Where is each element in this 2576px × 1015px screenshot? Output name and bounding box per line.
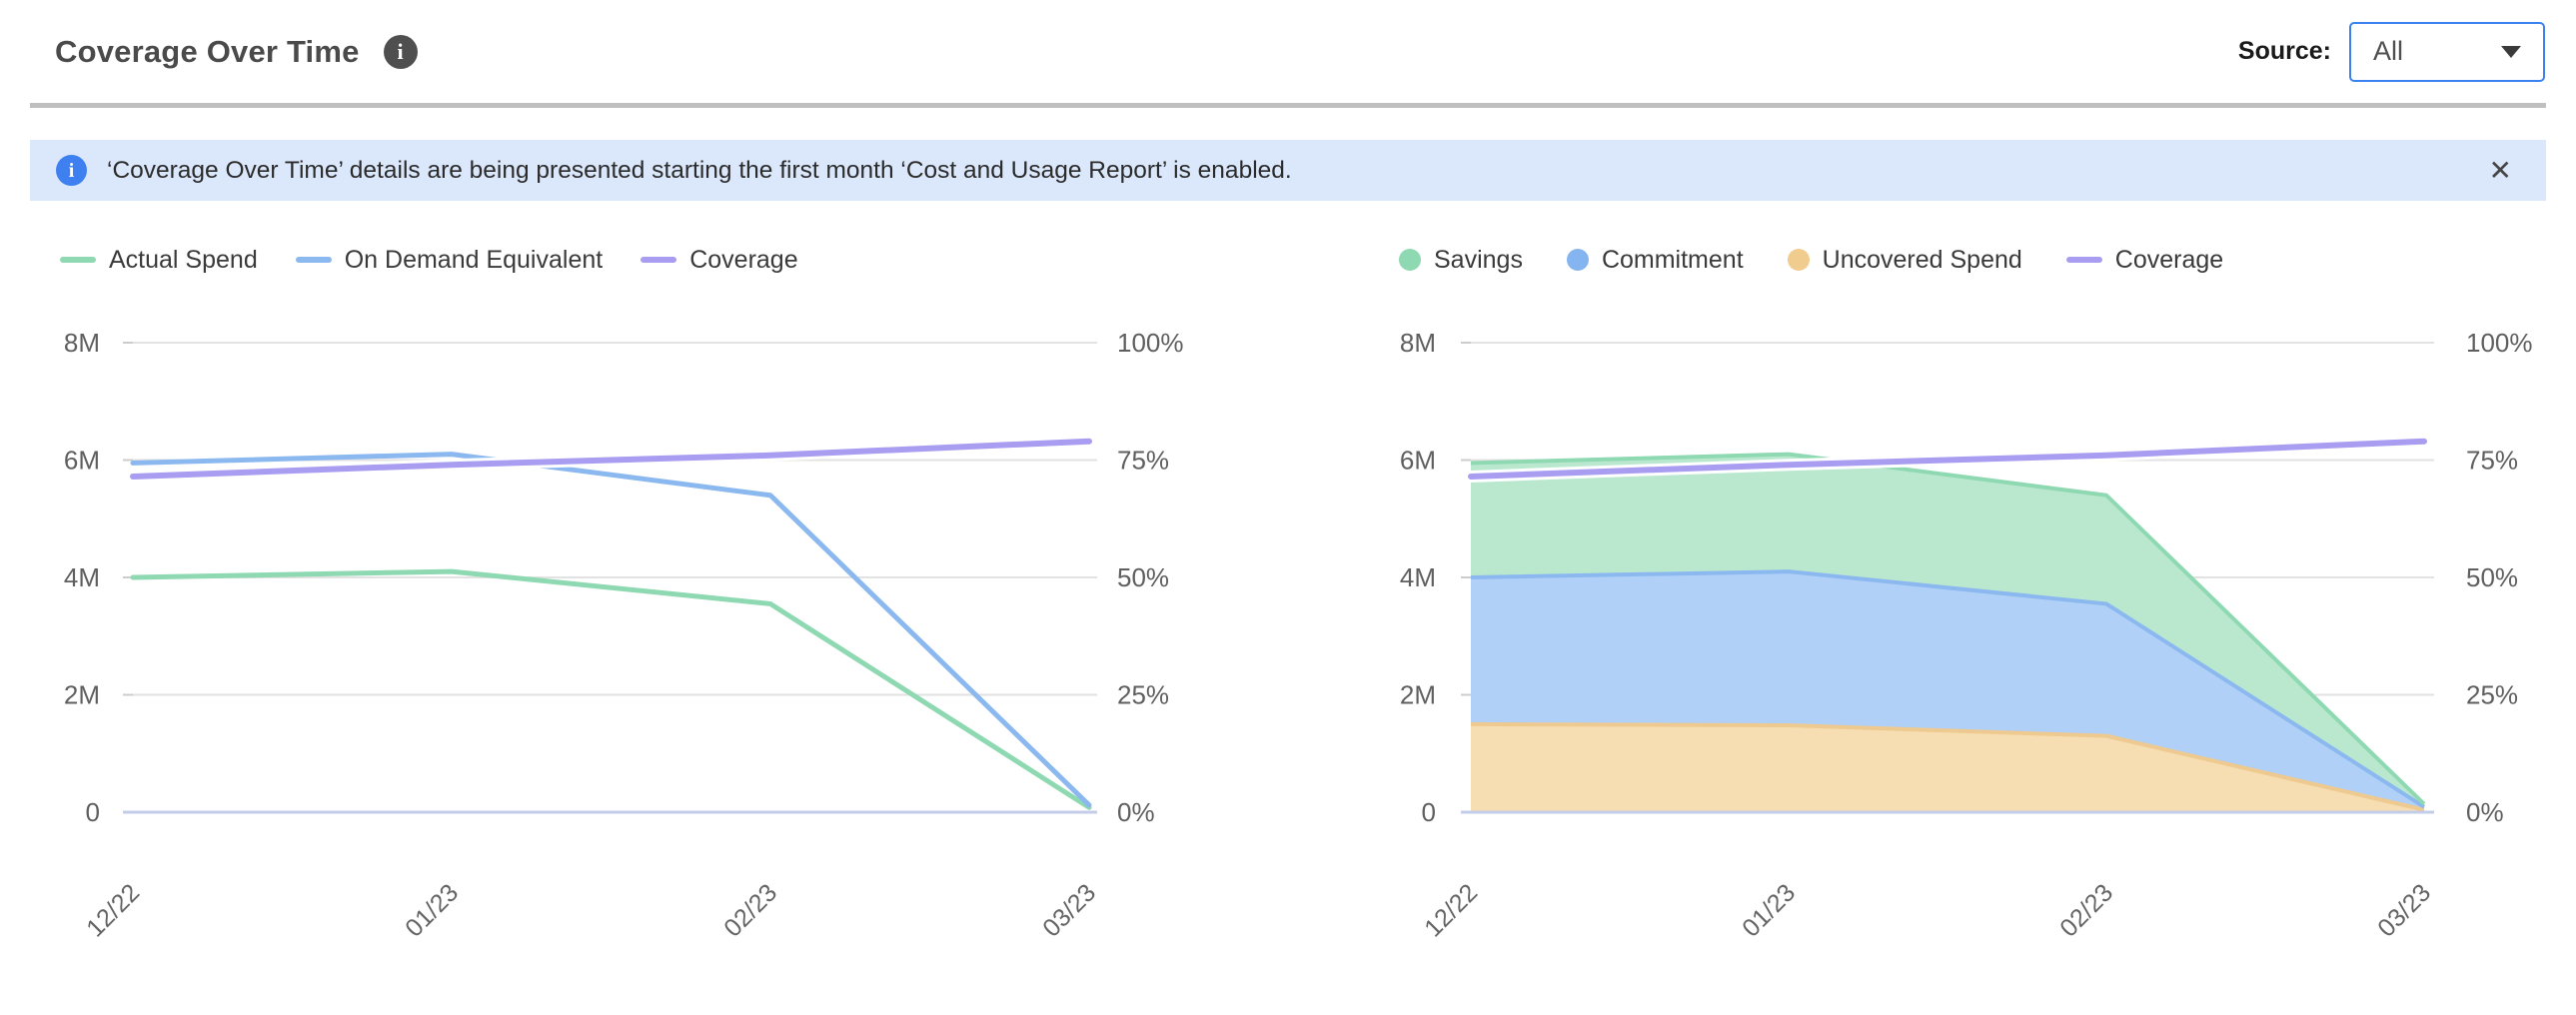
uncovered-spend-dot-icon bbox=[1787, 249, 1810, 271]
legend-item-coverage[interactable]: Coverage bbox=[2065, 245, 2224, 275]
source-label: Source: bbox=[2237, 37, 2331, 65]
x-axis-label: 02/23 bbox=[718, 878, 782, 942]
y-axis-label-right: 100% bbox=[2466, 328, 2533, 358]
x-axis-label: 01/23 bbox=[400, 878, 464, 942]
area-edge bbox=[1470, 721, 2425, 812]
banner-close-icon[interactable]: ✕ bbox=[2488, 154, 2512, 186]
legend-item-savings[interactable]: Savings bbox=[1399, 246, 1523, 275]
legend-label: Savings bbox=[1434, 245, 1523, 274]
y-axis-label-right: 100% bbox=[1117, 328, 1184, 358]
y-axis-label-right: 75% bbox=[2466, 446, 2518, 476]
y-axis-label-left: 6M bbox=[1400, 446, 1436, 476]
legend-item-on-demand-equivalent[interactable]: On Demand Equivalent bbox=[295, 245, 604, 275]
coverage-line-icon bbox=[641, 257, 677, 263]
x-axis-label: 01/23 bbox=[1737, 878, 1801, 942]
y-axis-label-right: 50% bbox=[2466, 562, 2518, 592]
y-axis-label-right: 0% bbox=[2466, 797, 2504, 827]
y-axis-label-left: 8M bbox=[64, 328, 100, 358]
y-axis-label-left: 2M bbox=[1400, 680, 1436, 710]
y-axis-label-right: 50% bbox=[1117, 562, 1169, 592]
x-axis-label: 02/23 bbox=[2054, 878, 2118, 942]
y-axis-label-left: 8M bbox=[1400, 328, 1436, 358]
legend-label: On Demand Equivalent bbox=[344, 245, 604, 274]
line-chart-spend-vs-coverage[interactable]: 8M 100% 6M 75% 4M 50% 2M 25% 0 0% 12/22 01/23 02/23 0… bbox=[0, 300, 1289, 1015]
y-axis-label-right: 25% bbox=[2466, 680, 2518, 710]
legend-label: Actual Spend bbox=[109, 245, 258, 274]
y-axis-label-right: 25% bbox=[1117, 680, 1169, 710]
y-axis-label-left: 4M bbox=[1400, 562, 1436, 592]
panel-header: Coverage Over Time i Source: All bbox=[0, 0, 2576, 103]
legend-item-commitment[interactable]: Commitment bbox=[1566, 245, 1744, 275]
legend-left-chart: Actual Spend On Demand Equivalent Coverage bbox=[60, 238, 798, 282]
y-axis-label-left: 2M bbox=[64, 680, 100, 710]
legend-item-uncovered-spend[interactable]: Uncovered Spend bbox=[1787, 245, 2022, 275]
area-uncovered-spend bbox=[1471, 723, 2424, 812]
area-savings bbox=[1471, 454, 2424, 807]
y-axis-label-left: 4M bbox=[64, 562, 100, 592]
info-icon[interactable]: i bbox=[383, 34, 418, 69]
legend-label: Coverage bbox=[689, 245, 798, 274]
x-axis-label: 03/23 bbox=[2372, 878, 2436, 942]
info-banner: i ‘Coverage Over Time’ details are being… bbox=[30, 140, 2546, 201]
line-coverage bbox=[130, 438, 1092, 480]
x-axis-label: 12/22 bbox=[81, 878, 145, 942]
savings-dot-icon bbox=[1399, 249, 1421, 271]
banner-text: ‘Coverage Over Time’ details are being p… bbox=[107, 156, 1292, 184]
legend-label: Uncovered Spend bbox=[1822, 245, 2022, 274]
source-filter: Source: All bbox=[2238, 0, 2545, 103]
page-title: Coverage Over Time bbox=[55, 33, 360, 69]
y-axis-label-right: 75% bbox=[1117, 446, 1169, 476]
coverage-line-icon bbox=[2065, 257, 2102, 263]
chevron-down-icon bbox=[2501, 45, 2521, 58]
area-edge bbox=[1470, 452, 2426, 806]
legend-label: Commitment bbox=[1601, 245, 1744, 274]
legend-item-actual-spend[interactable]: Actual Spend bbox=[60, 246, 258, 275]
commitment-dot-icon bbox=[1566, 249, 1589, 271]
banner-info-icon: i bbox=[56, 155, 87, 186]
x-axis-label: 03/23 bbox=[1037, 878, 1101, 942]
area-edge bbox=[1470, 569, 2426, 809]
y-axis-label-left: 6M bbox=[64, 446, 100, 476]
title-wrap: Coverage Over Time i bbox=[55, 0, 418, 103]
legend-item-coverage[interactable]: Coverage bbox=[641, 245, 798, 275]
legend-right-chart: Savings Commitment Uncovered Spend Coverage bbox=[1399, 238, 2223, 282]
line-on-demand-equivalent bbox=[130, 452, 1092, 808]
actual-spend-line-icon bbox=[60, 257, 96, 263]
y-axis-label-left: 0 bbox=[1422, 797, 1436, 827]
stacked-area-chart-spend-breakdown[interactable]: 8M 100% 6M 75% 4M 50% 2M 25% 0 0% 12/22 01/23 02/23 0… bbox=[1329, 300, 2576, 1015]
y-axis-label-right: 0% bbox=[1117, 797, 1155, 827]
source-dropdown[interactable]: All bbox=[2349, 21, 2545, 82]
y-axis-label-left: 0 bbox=[86, 797, 100, 827]
area-commitment bbox=[1471, 571, 2424, 810]
on-demand-equivalent-line-icon bbox=[295, 257, 332, 263]
legend-label: Coverage bbox=[2114, 245, 2224, 274]
header-divider bbox=[30, 103, 2546, 108]
x-axis-label: 12/22 bbox=[1419, 878, 1483, 942]
line-coverage bbox=[1468, 438, 2427, 480]
line-actual-spend bbox=[130, 568, 1092, 810]
source-dropdown-value: All bbox=[2373, 36, 2404, 66]
